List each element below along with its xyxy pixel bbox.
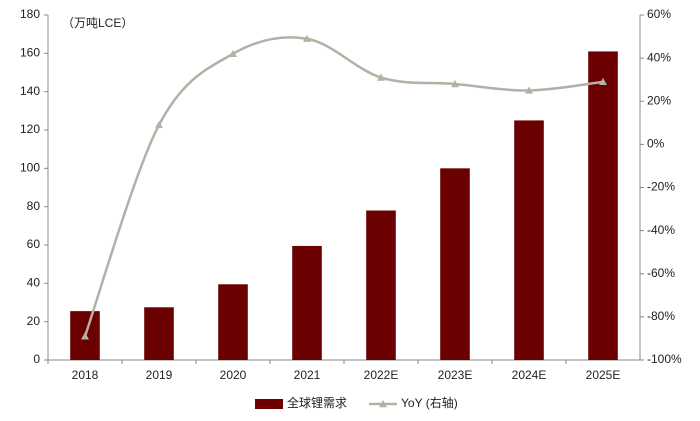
- legend-label: YoY (右轴): [401, 395, 458, 410]
- y-tick-label: 120: [20, 122, 40, 136]
- y-tick-label: 140: [20, 84, 40, 98]
- yoy-line: [83, 36, 604, 337]
- y2-tick-label: 0%: [647, 137, 665, 151]
- bar: [218, 284, 248, 360]
- y2-tick-label: -80%: [647, 309, 675, 323]
- yoy-marker: [229, 49, 237, 58]
- y-tick-label: 0: [33, 352, 40, 366]
- y2-tick-label: 20%: [647, 93, 671, 107]
- bar: [292, 245, 322, 360]
- y-tick-label: 160: [20, 46, 40, 60]
- yoy-marker: [377, 73, 385, 81]
- yoy-marker: [599, 77, 607, 86]
- y-tick-label: 40: [27, 276, 41, 290]
- yoy-marker: [155, 120, 163, 129]
- y-tick-label: 100: [20, 161, 40, 175]
- x-tick-label: 2023E: [438, 368, 473, 382]
- yoy-marker: [81, 332, 89, 340]
- y-tick-label: 180: [20, 7, 40, 21]
- y2-tick-label: -60%: [647, 266, 675, 280]
- bar: [514, 120, 544, 361]
- bar: [440, 168, 470, 360]
- y-tick-label: 20: [27, 314, 41, 328]
- x-tick-label: 2019: [146, 368, 173, 382]
- y2-tick-label: -20%: [647, 180, 675, 194]
- x-tick-label: 2021: [294, 368, 321, 382]
- y2-tick-label: 40%: [647, 50, 671, 64]
- y2-tick-label: 60%: [647, 7, 671, 21]
- bar: [588, 51, 618, 361]
- yoy-marker: [451, 80, 459, 88]
- bar: [144, 307, 174, 360]
- legend-marker: [379, 400, 388, 408]
- unit-label: （万吨LCE）: [62, 16, 133, 30]
- x-tick-label: 2025E: [586, 368, 621, 382]
- yoy-marker: [525, 86, 533, 94]
- y-tick-label: 60: [27, 237, 41, 251]
- x-tick-label: 2018: [72, 368, 99, 382]
- x-tick-label: 2022E: [364, 368, 399, 382]
- x-tick-label: 2024E: [512, 368, 547, 382]
- legend-swatch: [255, 399, 283, 409]
- y2-tick-label: -40%: [647, 223, 675, 237]
- y-tick-label: 80: [27, 199, 41, 213]
- y2-tick-label: -100%: [647, 352, 682, 366]
- bar: [366, 210, 396, 360]
- x-tick-label: 2020: [220, 368, 247, 382]
- legend-label: 全球锂需求: [287, 395, 347, 410]
- yoy-marker: [303, 34, 311, 42]
